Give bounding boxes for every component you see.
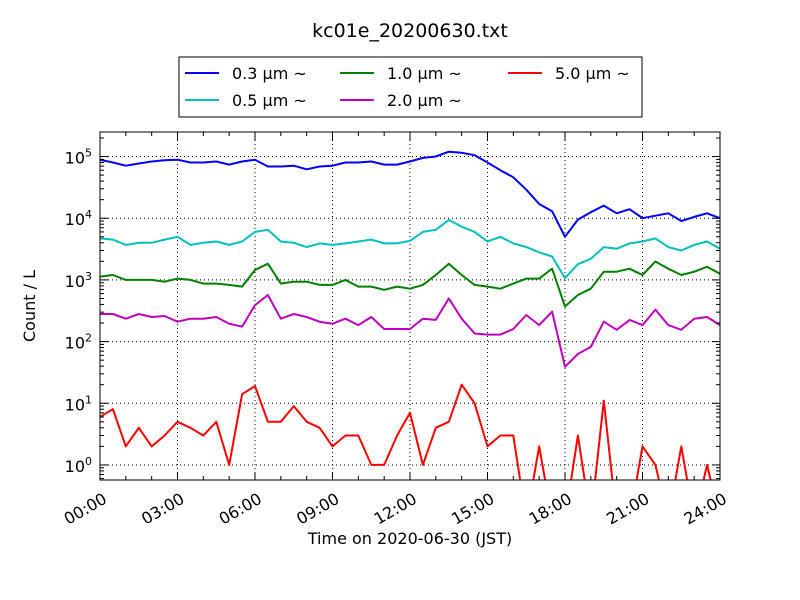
chart-title: kc01e_20200630.txt [312, 20, 508, 42]
grid [100, 132, 720, 480]
y-tick-label: 102 [65, 332, 92, 353]
y-tick-exponent: 1 [85, 393, 92, 406]
legend-item-2: 1.0 µm ~ [340, 64, 462, 83]
y-tick-base: 10 [65, 334, 85, 353]
y-tick-exponent: 0 [85, 455, 92, 468]
plot-frame [99, 131, 721, 481]
legend-item-0: 0.3 µm ~ [185, 64, 307, 83]
legend-label: 1.0 µm ~ [387, 64, 462, 83]
y-tick-base: 10 [65, 272, 85, 291]
y-axis-label: Count / L [20, 270, 39, 342]
legend-item-3: 2.0 µm ~ [340, 91, 462, 110]
legend-box [178, 56, 643, 118]
y-tick-exponent: 3 [85, 270, 92, 283]
y-tick-exponent: 5 [85, 147, 92, 160]
legend-label: 0.3 µm ~ [232, 64, 307, 83]
legend-label: 2.0 µm ~ [387, 91, 462, 110]
axis-ticks [99, 132, 721, 480]
y-tick-label: 101 [65, 393, 92, 414]
y-tick-exponent: 2 [85, 332, 92, 345]
y-tick-label: 104 [65, 208, 92, 229]
legend-label: 5.0 µm ~ [555, 64, 630, 83]
series-lines [100, 150, 720, 480]
series-line-3 [100, 294, 720, 368]
y-tick-label: 103 [65, 270, 92, 291]
series-line-0 [100, 150, 720, 238]
legend: 0.3 µm ~ 0.5 µm ~ 1.0 µm ~ 2.0 µm ~ 5.0 µm ~ [178, 56, 643, 118]
x-axis-label: Time on 2020-06-30 (JST) [307, 529, 512, 548]
y-tick-exponent: 4 [85, 208, 92, 221]
series-line-2 [100, 260, 720, 308]
y-tick-base: 10 [65, 395, 85, 414]
y-tick-base: 10 [65, 210, 85, 229]
legend-label: 0.5 µm ~ [232, 91, 307, 110]
series-line-1 [100, 218, 720, 280]
series-line-4 [100, 383, 712, 480]
y-tick-base: 10 [65, 149, 85, 168]
legend-item-1: 0.5 µm ~ [185, 91, 307, 110]
legend-item-4: 5.0 µm ~ [508, 64, 630, 83]
y-tick-label: 105 [65, 147, 92, 168]
y-tick-label: 100 [65, 455, 92, 476]
y-tick-base: 10 [65, 457, 85, 476]
